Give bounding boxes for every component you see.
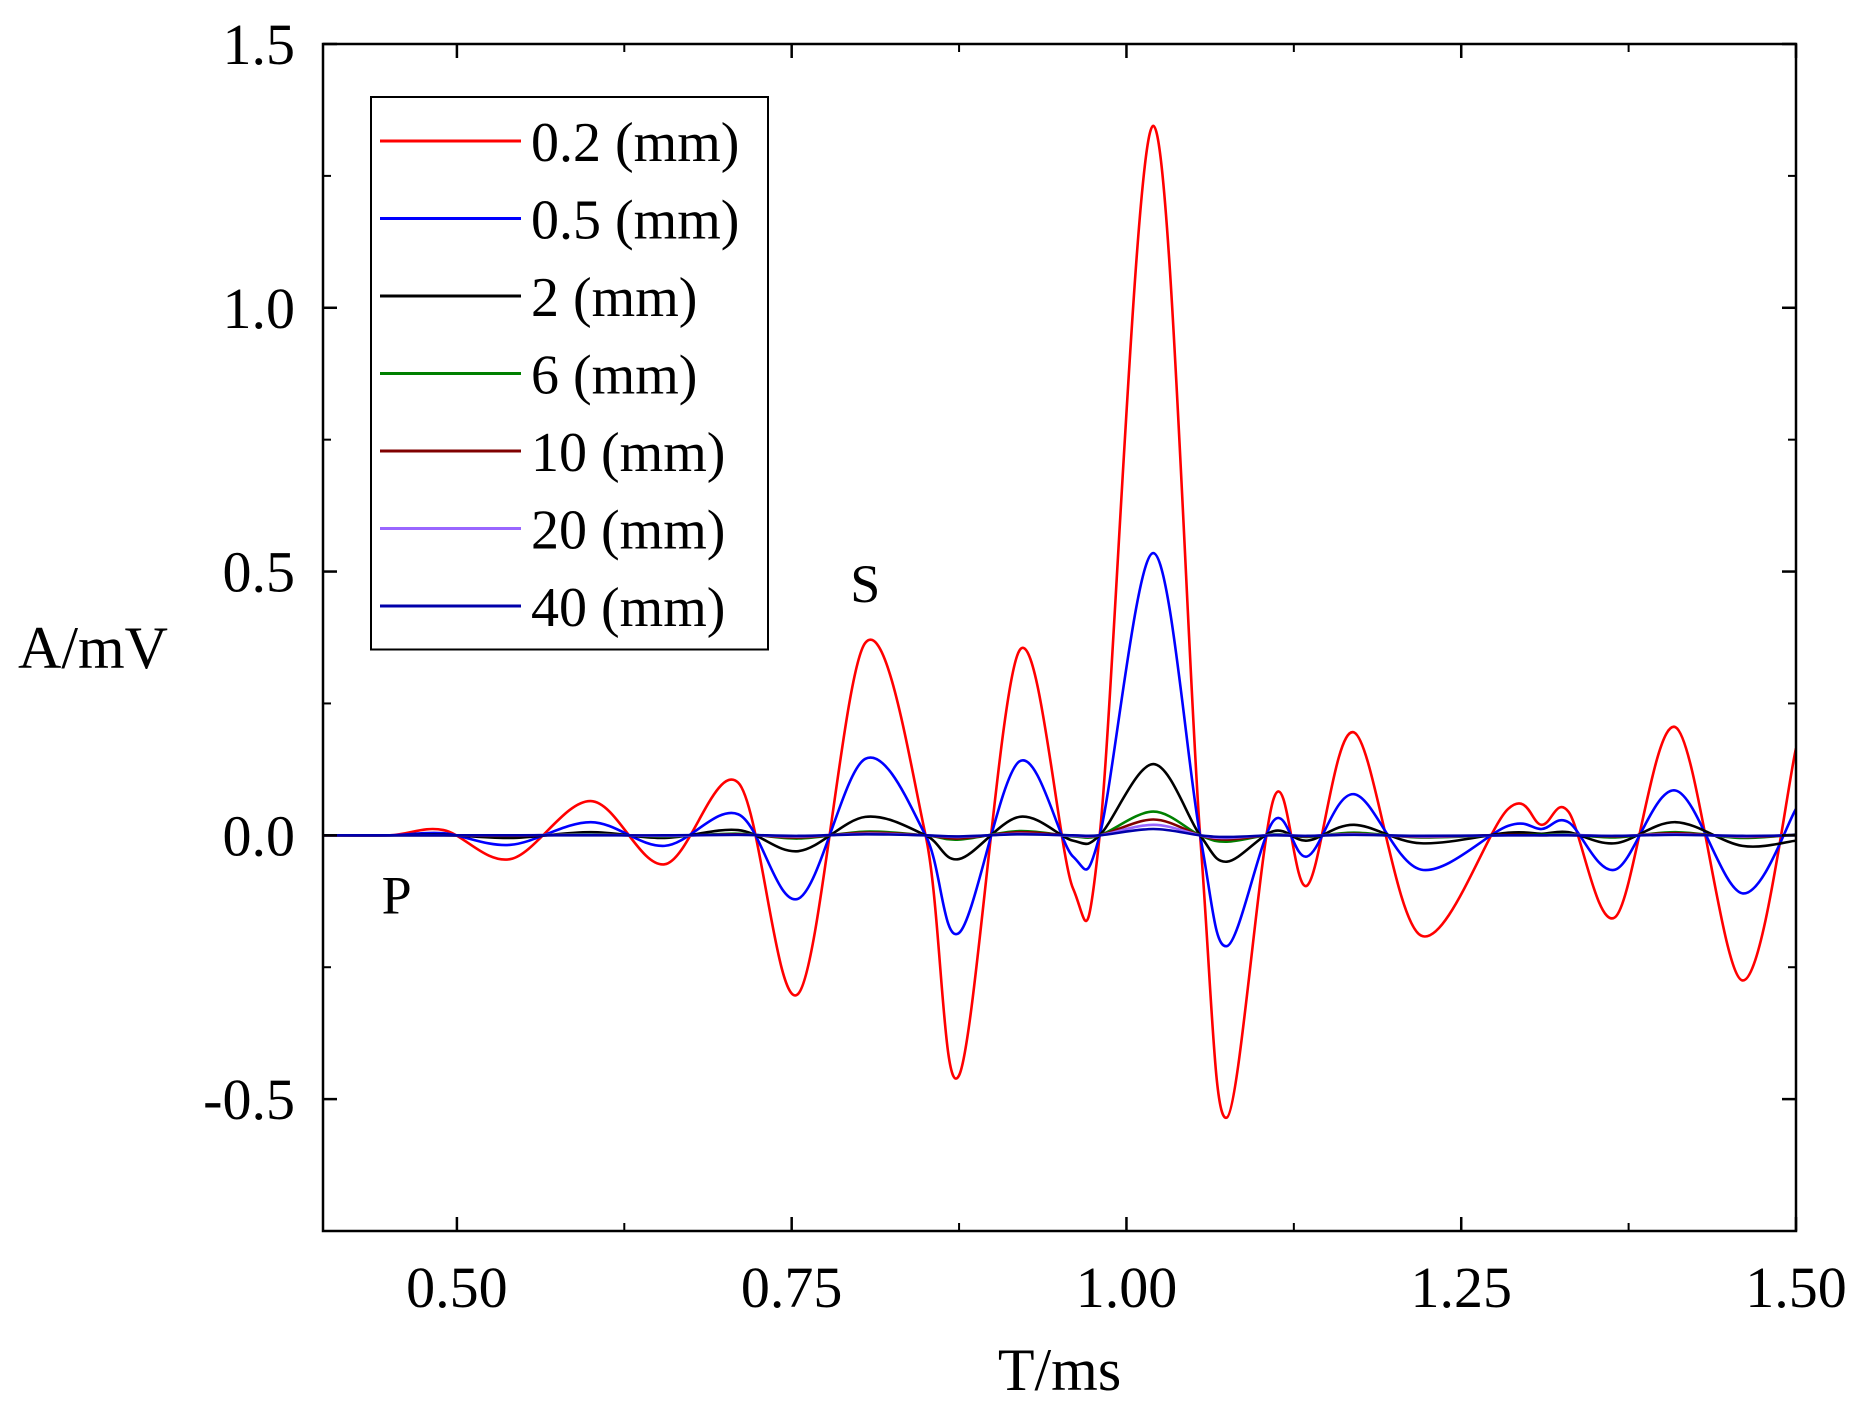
series-line-40-mm xyxy=(323,827,1796,839)
y-tick-label: 0.0 xyxy=(223,803,296,868)
legend-label: 2 (mm) xyxy=(531,267,697,329)
legend-label: 40 (mm) xyxy=(531,577,725,639)
y-tick-label: 1.0 xyxy=(223,276,296,341)
x-tick-label: 1.25 xyxy=(1410,1255,1512,1320)
legend-label: 10 (mm) xyxy=(531,422,725,484)
annotation-s: S xyxy=(850,554,880,614)
labels: 0.50 0.75 1.00 1.25 1.50 -0.5 0.0 0.5 1.0 1.5 T/ms… xyxy=(18,12,1847,1403)
series-line-0-2-mm xyxy=(323,124,1796,1119)
annotation-p: P xyxy=(382,865,412,925)
legend-label: 20 (mm) xyxy=(531,500,725,562)
x-tick-label: 0.50 xyxy=(406,1255,508,1320)
x-tick-label: 0.75 xyxy=(741,1255,843,1320)
series-layer xyxy=(323,124,1796,1119)
y-tick-label: 0.5 xyxy=(223,540,296,605)
legend-label: 0.2 (mm) xyxy=(531,112,739,174)
y-tick-label: 1.5 xyxy=(223,12,296,77)
x-axis-label: T/ms xyxy=(998,1337,1121,1403)
x-tick-label: 1.00 xyxy=(1076,1255,1178,1320)
legend: 0.2 (mm) 0.5 (mm) 2 (mm) 6 (mm) 10 (mm) 20 (m… xyxy=(370,96,769,651)
y-axis-label: A/mV xyxy=(18,615,168,681)
plot-frame xyxy=(321,42,1798,1233)
x-tick-label: 1.50 xyxy=(1745,1255,1847,1320)
series-line-0-5-mm xyxy=(323,551,1796,948)
axes xyxy=(321,42,1798,1233)
legend-label: 6 (mm) xyxy=(531,345,697,407)
legend-label: 0.5 (mm) xyxy=(531,190,739,252)
y-tick-label: -0.5 xyxy=(203,1067,295,1132)
